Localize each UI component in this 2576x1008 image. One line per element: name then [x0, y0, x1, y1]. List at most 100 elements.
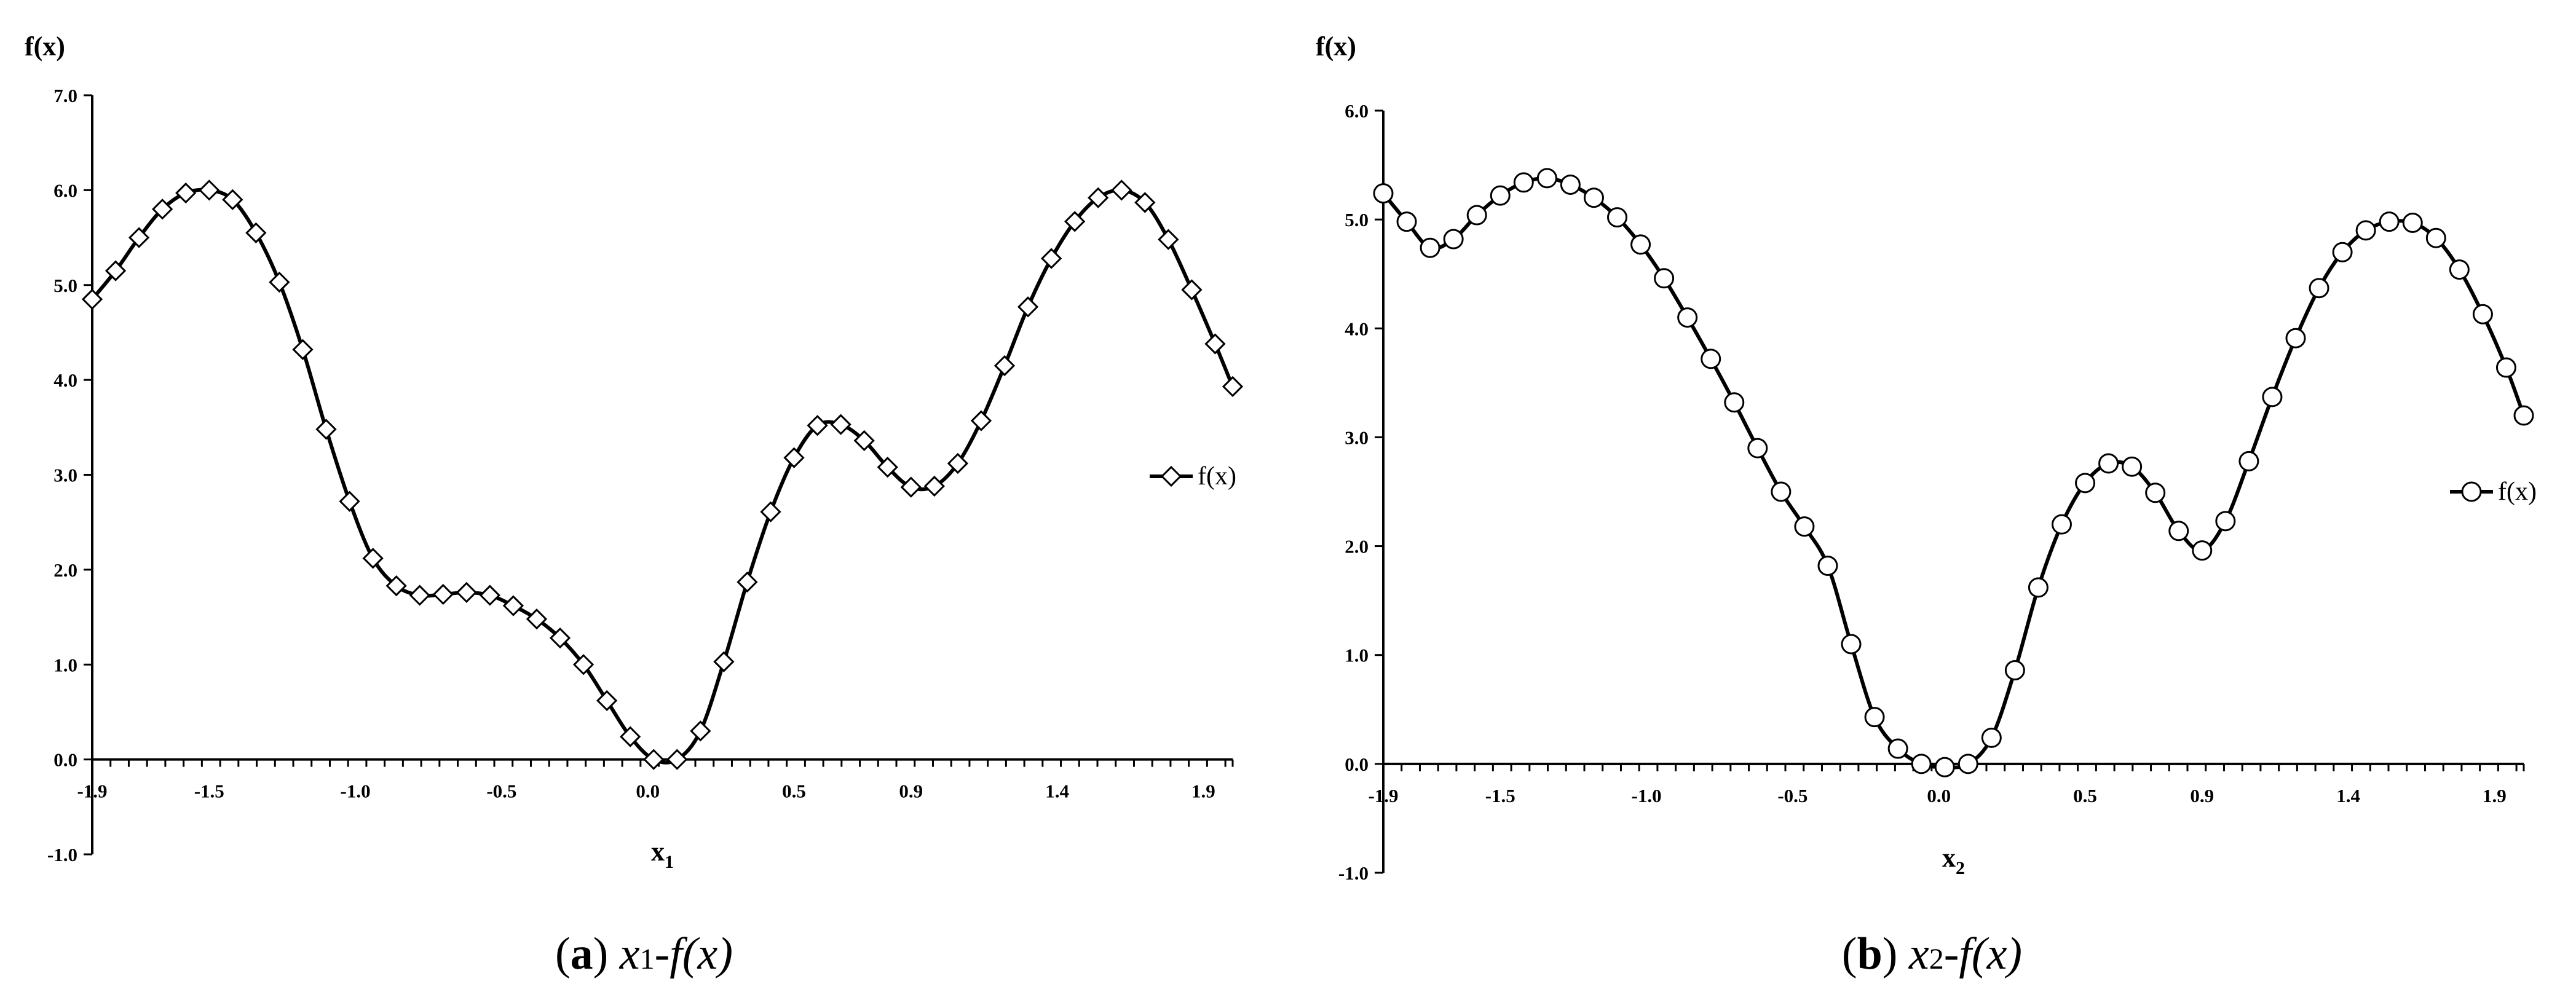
chart-b: f(x) -1.0 0.0 1.0 2.0 3.0 4.0 5.0 6.0 -1.9 -1.5 -1.… — [1316, 31, 2537, 884]
data-point — [1887, 738, 1908, 759]
y-tick-label: 4.0 — [53, 369, 77, 391]
y-tick-label: 3.0 — [53, 465, 77, 486]
data-point — [2215, 511, 2236, 532]
y-tick-label: 6.0 — [1345, 100, 1369, 122]
data-point — [502, 595, 524, 616]
data-point — [572, 654, 595, 675]
data-point — [2098, 453, 2119, 474]
data-point — [385, 575, 407, 597]
x-tick-label: -0.5 — [486, 781, 516, 802]
data-point — [900, 476, 922, 498]
data-point — [2192, 540, 2213, 561]
data-point — [1111, 179, 1132, 201]
data-point — [666, 749, 688, 770]
x-tick-label: 0.9 — [2190, 785, 2214, 806]
data-point — [1466, 205, 1487, 226]
series-line — [90, 187, 1235, 765]
data-point — [1396, 211, 1417, 232]
data-point — [2122, 456, 2143, 477]
series-line — [1381, 176, 2526, 770]
data-point — [620, 726, 641, 747]
data-point — [199, 179, 220, 201]
x-tick-label: -1.0 — [341, 781, 371, 802]
data-point — [1443, 229, 1464, 250]
data-point — [1181, 279, 1203, 301]
data-point — [830, 414, 851, 435]
data-point — [1864, 707, 1885, 728]
data-point — [1222, 376, 1244, 398]
y-tick-label: 1.0 — [53, 654, 77, 675]
data-point — [596, 690, 618, 712]
x-tick-label: 1.9 — [2483, 785, 2507, 806]
data-point — [737, 571, 758, 593]
data-point — [1771, 481, 1792, 502]
y-tick-label: -1.0 — [1338, 862, 1369, 884]
data-point — [2051, 514, 2072, 535]
legend-marker — [1160, 465, 1182, 487]
data-point — [1981, 727, 2002, 748]
x-tick-label: 1.9 — [1191, 781, 1215, 802]
x-tick-label: -1.0 — [1632, 785, 1662, 806]
legend-marker — [2461, 481, 2482, 502]
data-point — [245, 222, 267, 243]
data-point — [1064, 211, 1086, 232]
x-tick-label: 0.0 — [636, 781, 660, 802]
y-axis-label: f(x) — [25, 31, 65, 61]
data-point — [1134, 192, 1156, 213]
data-point — [549, 627, 571, 649]
data-point — [1536, 168, 1557, 189]
data-point — [2028, 577, 2049, 598]
data-point — [362, 548, 384, 569]
data-point — [269, 271, 290, 293]
data-point — [2168, 521, 2189, 541]
data-point — [222, 189, 243, 210]
y-tick-label: 0.0 — [53, 749, 77, 771]
data-point — [2472, 304, 2493, 325]
data-point — [2309, 278, 2329, 299]
data-point — [1513, 172, 1534, 193]
data-point — [339, 490, 360, 512]
panel-a: f(x) -1.0 0.0 1.0 2.0 3.0 4.0 5.0 6.0 7.0 -1.9 -1.5… — [25, 31, 1244, 979]
data-point — [175, 182, 197, 204]
data-point — [2238, 451, 2259, 471]
x-axis-label: x2 — [1942, 843, 1965, 878]
data-point — [1490, 185, 1511, 206]
data-point — [690, 720, 711, 742]
x-tick-label: 0.0 — [1927, 785, 1951, 806]
data-point — [2332, 242, 2353, 262]
data-point — [1701, 348, 1721, 369]
x-tick-label: 0.5 — [782, 781, 806, 802]
data-point — [2355, 220, 2376, 241]
data-point — [292, 339, 314, 360]
data-point — [1583, 187, 1604, 208]
data-point — [713, 651, 735, 672]
data-point — [479, 585, 500, 606]
data-point — [81, 288, 103, 310]
data-point — [2285, 328, 2306, 348]
caption-b: (b) x2-f(x) — [1841, 929, 2023, 979]
y-tick-label: 1.0 — [1345, 645, 1369, 666]
chart-a: f(x) -1.0 0.0 1.0 2.0 3.0 4.0 5.0 6.0 7.0 -1.9 -1.5… — [25, 31, 1244, 872]
data-point — [2402, 212, 2423, 233]
data-point — [2262, 387, 2283, 408]
data-point — [128, 227, 150, 248]
x-tick-label: -1.9 — [77, 781, 107, 802]
data-point — [2379, 211, 2400, 232]
data-point — [2075, 473, 2096, 494]
data-point — [315, 419, 337, 440]
data-point — [643, 749, 665, 770]
y-tick-label: 4.0 — [1345, 318, 1369, 339]
data-point — [1934, 757, 1955, 778]
y-tick-label: 3.0 — [1345, 427, 1369, 448]
y-tick-label: 5.0 — [53, 275, 77, 296]
data-point — [409, 585, 430, 606]
legend-label: f(x) — [1198, 462, 1236, 490]
data-point — [1088, 187, 1109, 208]
data-point — [432, 583, 454, 605]
data-point — [760, 501, 781, 522]
data-point — [105, 260, 127, 282]
y-tick-label: 5.0 — [1345, 209, 1369, 230]
x-axis-label: x1 — [651, 837, 674, 872]
data-point — [853, 430, 875, 452]
x-tick-label: -1.9 — [1368, 785, 1398, 806]
